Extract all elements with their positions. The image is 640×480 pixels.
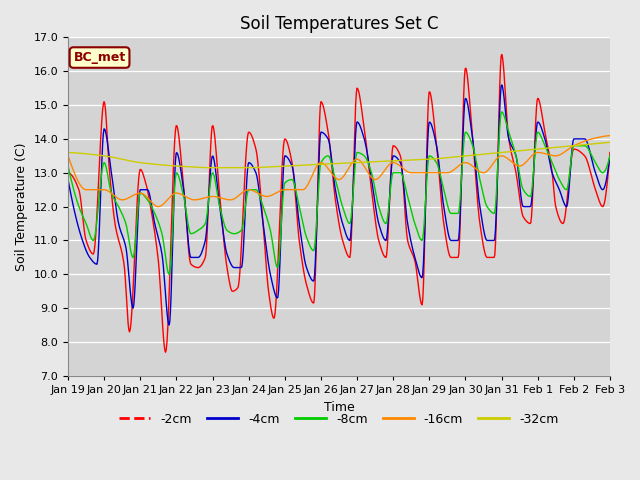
X-axis label: Time: Time (324, 400, 355, 413)
Legend: -2cm, -4cm, -8cm, -16cm, -32cm: -2cm, -4cm, -8cm, -16cm, -32cm (114, 408, 564, 431)
Title: Soil Temperatures Set C: Soil Temperatures Set C (240, 15, 438, 33)
Text: BC_met: BC_met (74, 51, 125, 64)
Y-axis label: Soil Temperature (C): Soil Temperature (C) (15, 143, 28, 271)
